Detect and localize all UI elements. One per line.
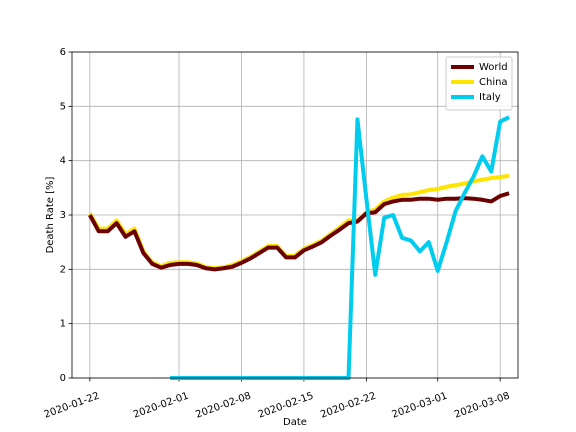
legend: World China Italy (445, 56, 513, 111)
y-tick-label: 3 (60, 210, 66, 221)
x-tick-label: 2020-02-01 (132, 391, 190, 421)
x-tick-label: 2020-01-22 (43, 391, 101, 421)
y-tick-label: 5 (60, 101, 66, 112)
x-tick-label: 2020-02-22 (319, 391, 377, 421)
x-tick-label: 2020-03-08 (453, 391, 511, 421)
series-line (170, 115, 510, 380)
legend-label: Italy (479, 92, 501, 103)
plot-frame (71, 51, 519, 379)
legend-label: China (479, 77, 508, 88)
legend-label: World (479, 62, 508, 73)
x-axis-label: Date (283, 417, 307, 428)
series-line (88, 191, 510, 272)
x-tick-label: 2020-02-08 (194, 391, 252, 421)
y-tick-label: 6 (60, 47, 66, 58)
y-axis-label: Death Rate [%] (45, 176, 56, 253)
y-tick-label: 2 (60, 264, 66, 275)
y-tick-label: 4 (60, 156, 66, 167)
y-tick-label: 0 (60, 373, 66, 384)
x-tick-label: 2020-03-01 (391, 391, 449, 421)
y-tick-label: 1 (60, 319, 66, 330)
